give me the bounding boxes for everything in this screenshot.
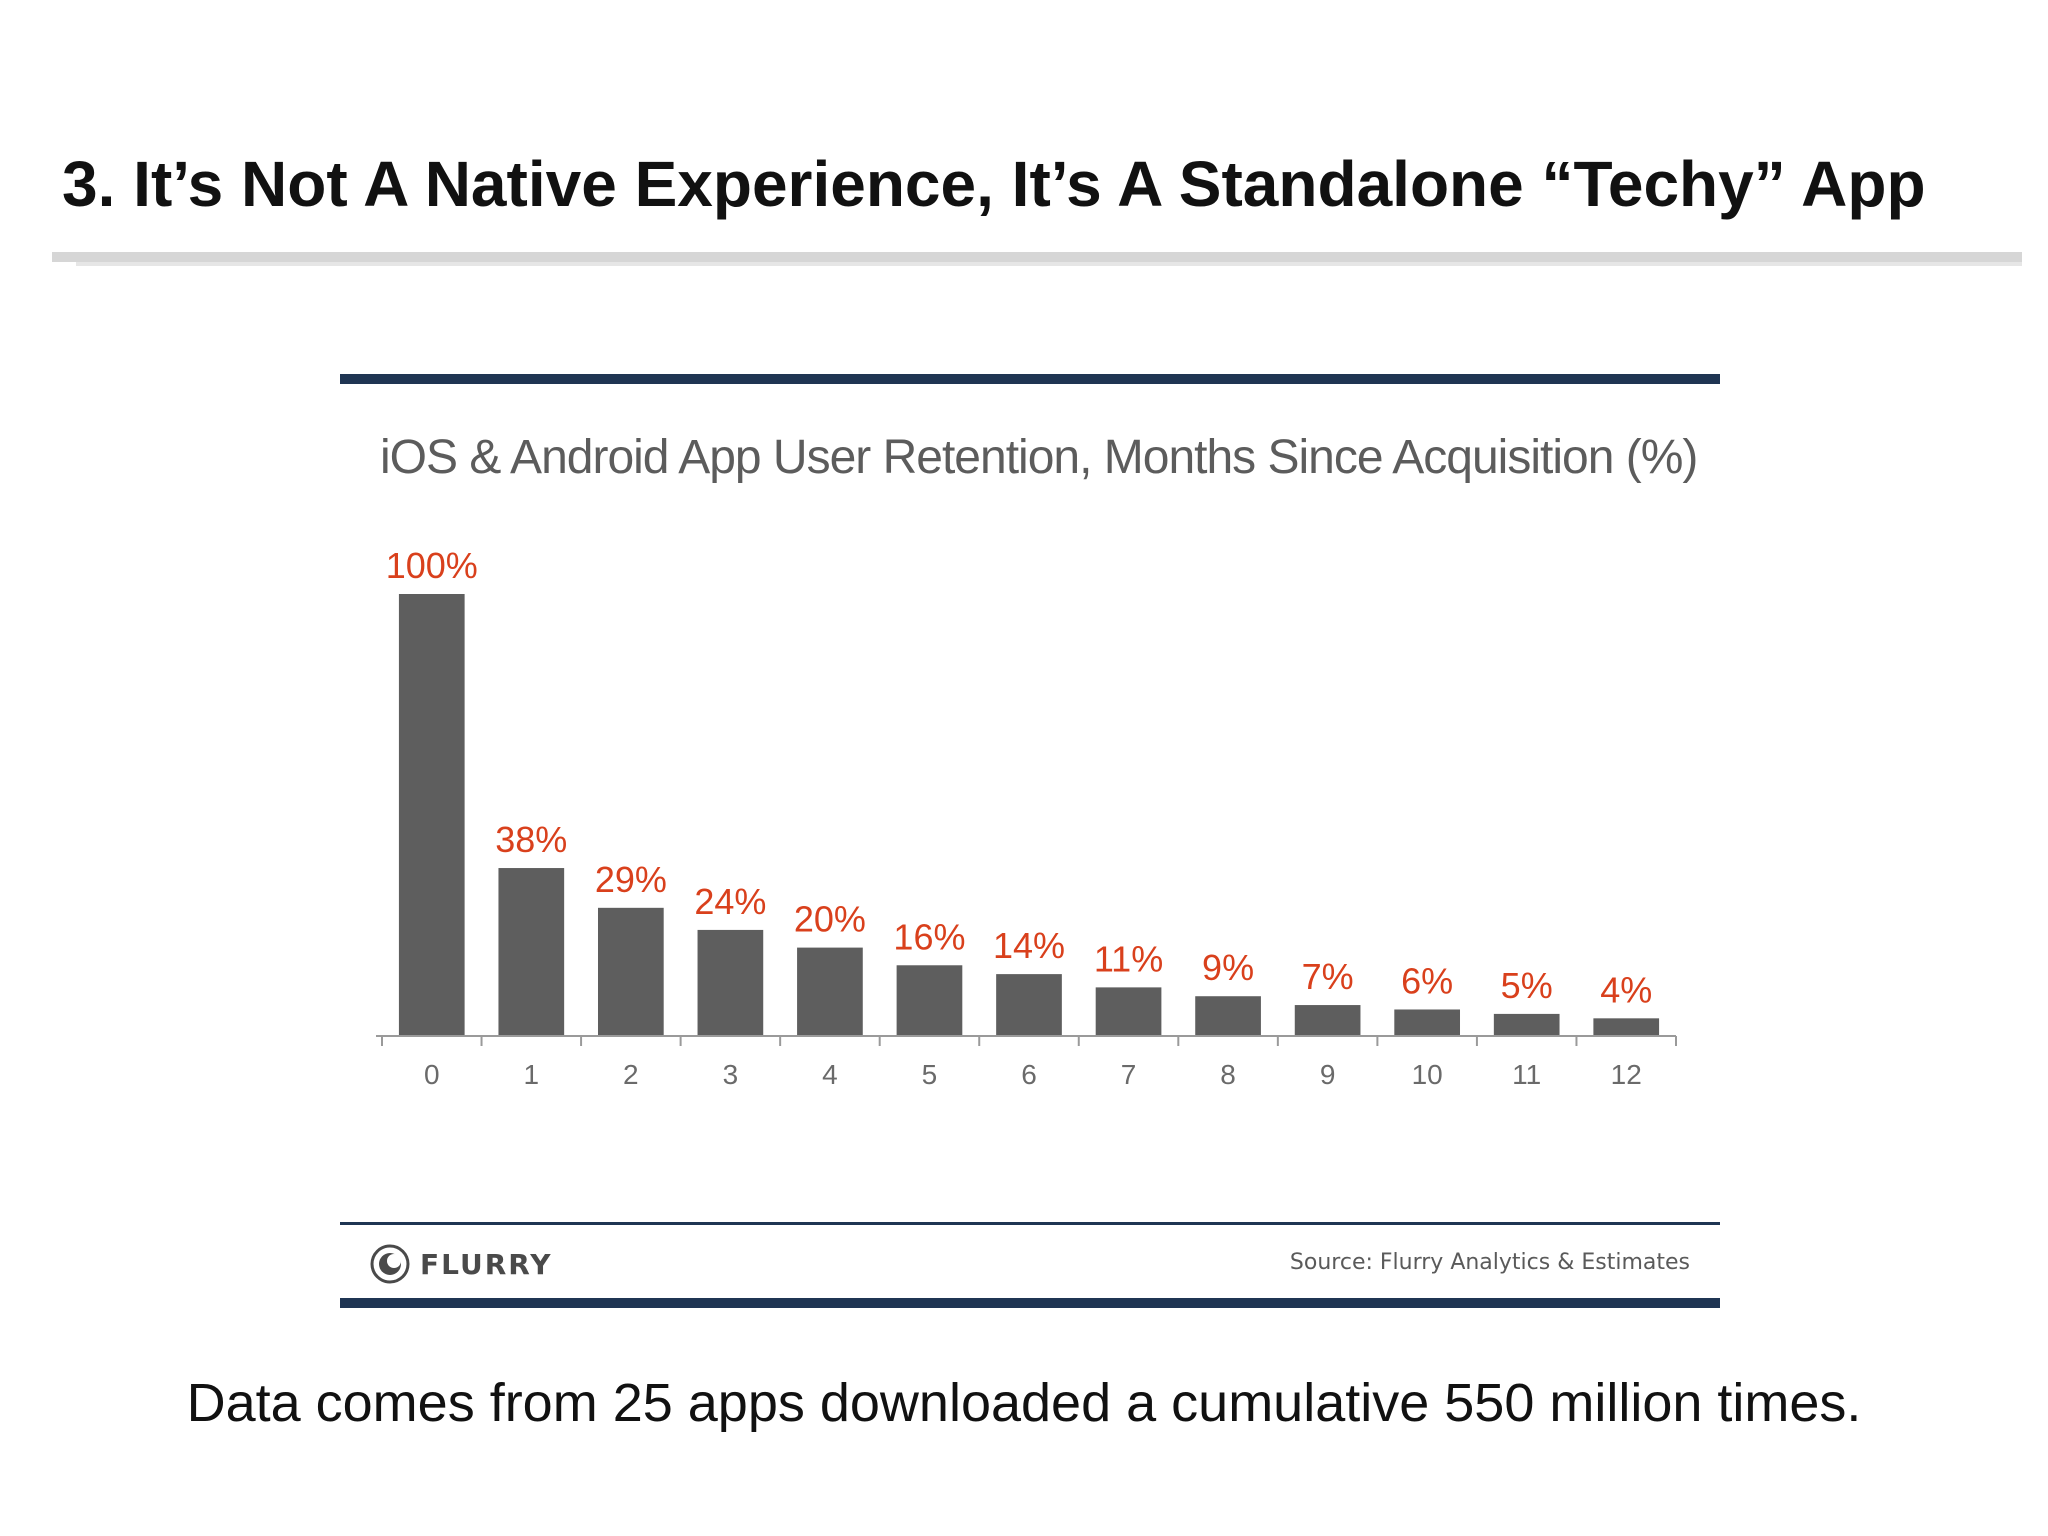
data-label-month-9: 7%: [1302, 956, 1354, 997]
bar-month-12: [1593, 1018, 1660, 1036]
bar-month-11: [1493, 1013, 1560, 1036]
bar-month-3: [697, 929, 764, 1036]
bar-month-5: [896, 965, 963, 1036]
bar-month-4: [797, 947, 863, 1036]
chart-footer-rule: [340, 1222, 1720, 1225]
brand-name: FLURRY: [420, 1247, 553, 1281]
data-label-month-11: 5%: [1501, 965, 1553, 1006]
x-tick-label-8: 8: [1220, 1059, 1236, 1090]
chart-source: Source: Flurry Analytics & Estimates: [1289, 1250, 1690, 1275]
x-tick-label-1: 1: [524, 1059, 540, 1090]
data-label-month-0: 100%: [386, 545, 478, 586]
bar-month-10: [1394, 1009, 1461, 1036]
flurry-logo-icon: [370, 1244, 410, 1284]
data-label-month-5: 16%: [893, 916, 965, 957]
bar-month-2: [597, 907, 664, 1036]
x-axis: 0 1 2 3 4 5 6 7 8 9 10 11 12: [376, 1035, 1677, 1090]
data-label-month-8: 9%: [1202, 947, 1254, 988]
data-label-month-12: 4%: [1600, 969, 1652, 1010]
data-labels-layer: 100% 38% 29% 24% 20% 16% 14% 11% 9% 7% 6% 5% 4%: [386, 545, 1653, 1010]
x-tick-label-6: 6: [1021, 1059, 1037, 1090]
bars-layer: [398, 594, 1660, 1036]
data-label-month-4: 20%: [794, 899, 866, 940]
title-underline: [52, 252, 2022, 262]
x-tick-label-2: 2: [623, 1059, 639, 1090]
x-tick-label-3: 3: [723, 1059, 739, 1090]
x-tick-label-0: 0: [424, 1059, 440, 1090]
x-tick-label-11: 11: [1512, 1059, 1541, 1090]
x-tick-label-4: 4: [822, 1059, 838, 1090]
data-label-month-10: 6%: [1401, 960, 1453, 1001]
x-tick-label-9: 9: [1320, 1059, 1336, 1090]
chart-title: iOS & Android App User Retention, Months…: [380, 431, 1698, 484]
data-label-month-3: 24%: [694, 881, 766, 922]
bar-month-7: [1095, 987, 1162, 1036]
bar-month-9: [1294, 1005, 1361, 1036]
brand: FLURRY: [370, 1242, 553, 1286]
slide-title: 3. It’s Not A Native Experience, It’s A …: [62, 148, 1926, 220]
data-label-month-1: 38%: [495, 819, 567, 860]
data-label-month-7: 11%: [1094, 938, 1163, 979]
x-tick-label-10: 10: [1412, 1059, 1443, 1090]
chart-panel: iOS & Android App User Retention, Months…: [340, 374, 1720, 1310]
bar-month-1: [498, 868, 565, 1036]
bar-month-6: [996, 974, 1062, 1036]
data-label-month-6: 14%: [993, 925, 1065, 966]
title-underline-shadow: [76, 262, 2022, 266]
chart-top-bar: [340, 374, 1720, 384]
slide-caption: Data comes from 25 apps downloaded a cum…: [186, 1373, 1862, 1433]
x-tick-label-5: 5: [922, 1059, 938, 1090]
x-tick-label-12: 12: [1611, 1059, 1642, 1090]
data-label-month-2: 29%: [595, 859, 667, 900]
bar-month-0: [398, 594, 465, 1036]
bar-month-8: [1195, 996, 1261, 1036]
chart-bottom-bar: [340, 1298, 1720, 1308]
x-tick-label-7: 7: [1121, 1059, 1137, 1090]
